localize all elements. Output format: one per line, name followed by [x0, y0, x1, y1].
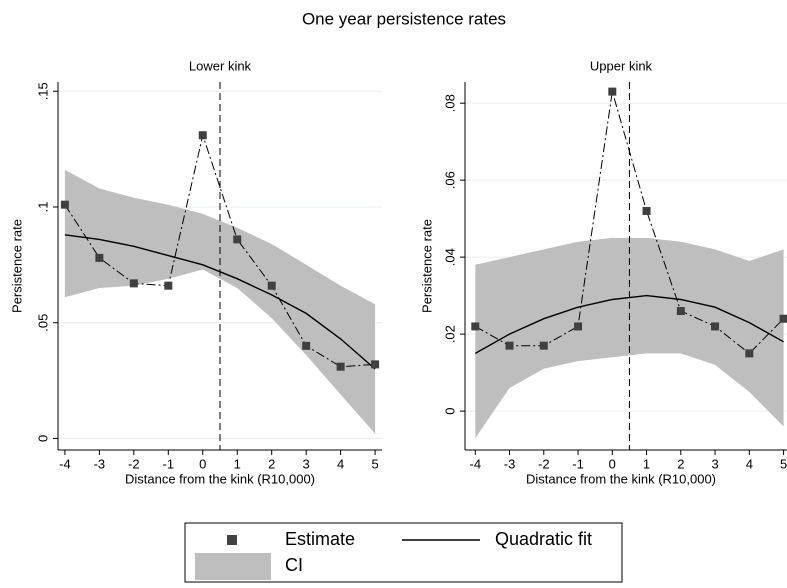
estimate-marker	[95, 253, 104, 262]
x-tick-label: 1	[643, 456, 650, 471]
y-tick-label: .02	[442, 325, 457, 343]
x-tick-label: 0	[199, 456, 206, 471]
x-tick-label: -1	[572, 456, 584, 471]
estimate-marker	[371, 360, 380, 369]
x-tick-label: 3	[711, 456, 718, 471]
estimate-marker	[198, 131, 207, 140]
x-tick-label: -2	[538, 456, 550, 471]
fit-line	[64, 234, 376, 370]
estimate-marker	[676, 307, 685, 316]
x-tick-label: 3	[303, 456, 310, 471]
x-tick-label: -3	[504, 456, 516, 471]
x-tick-label: 0	[609, 456, 616, 471]
estimate-line	[475, 91, 784, 355]
estimate-marker	[642, 206, 651, 215]
x-tick-label: 4	[337, 456, 344, 471]
x-tick-label: 5	[780, 456, 787, 471]
legend-marker	[227, 535, 237, 545]
x-tick-label: 4	[746, 456, 753, 471]
estimate-marker	[471, 322, 480, 331]
legend-label: Estimate	[285, 529, 355, 549]
y-tick-label: .15	[35, 82, 50, 100]
confidence-band	[64, 169, 376, 434]
estimate-marker	[60, 200, 69, 209]
y-tick-label: .08	[442, 94, 457, 112]
y-tick-label: .05	[35, 314, 50, 332]
x-tick-label: -4	[59, 456, 71, 471]
estimate-marker	[745, 349, 754, 358]
x-tick-label: -1	[163, 456, 175, 471]
figure-title: One year persistence rates	[302, 9, 506, 28]
x-tick-label: -4	[469, 456, 481, 471]
y-tick-label: .06	[442, 171, 457, 189]
y-tick-label: 0	[35, 435, 50, 442]
panel-title: Lower kink	[189, 58, 252, 73]
legend-label: CI	[285, 555, 303, 575]
y-tick-label: .04	[442, 248, 457, 266]
x-tick-label: -3	[94, 456, 106, 471]
x-tick-label: -2	[128, 456, 140, 471]
estimate-marker	[233, 235, 242, 244]
estimate-marker	[129, 279, 138, 288]
estimate-marker	[267, 281, 276, 290]
estimate-line	[64, 133, 376, 368]
estimate-marker	[711, 322, 720, 331]
x-axis-title: Distance from the kink (R10,000)	[526, 471, 716, 486]
y-tick-label: 0	[442, 408, 457, 415]
panel-title: Upper kink	[590, 58, 653, 73]
fit-line	[474, 294, 784, 355]
y-axis-title: Persistence rate	[9, 219, 24, 313]
estimate-marker	[539, 341, 548, 350]
legend-swatch	[195, 553, 271, 580]
estimate-marker	[608, 87, 617, 96]
estimate-marker	[164, 281, 173, 290]
x-tick-label: 2	[677, 456, 684, 471]
estimate-marker	[302, 341, 311, 350]
estimate-marker	[336, 362, 345, 371]
legend-label: Quadratic fit	[495, 529, 592, 549]
estimate-marker	[505, 341, 514, 350]
y-axis-title: Persistence rate	[419, 219, 434, 313]
y-tick-label: .1	[35, 202, 50, 213]
estimate-marker	[574, 322, 583, 331]
estimate-marker	[779, 314, 787, 323]
x-axis-title: Distance from the kink (R10,000)	[125, 471, 315, 486]
x-tick-label: 5	[371, 456, 378, 471]
x-tick-label: 2	[268, 456, 275, 471]
x-tick-label: 1	[234, 456, 241, 471]
